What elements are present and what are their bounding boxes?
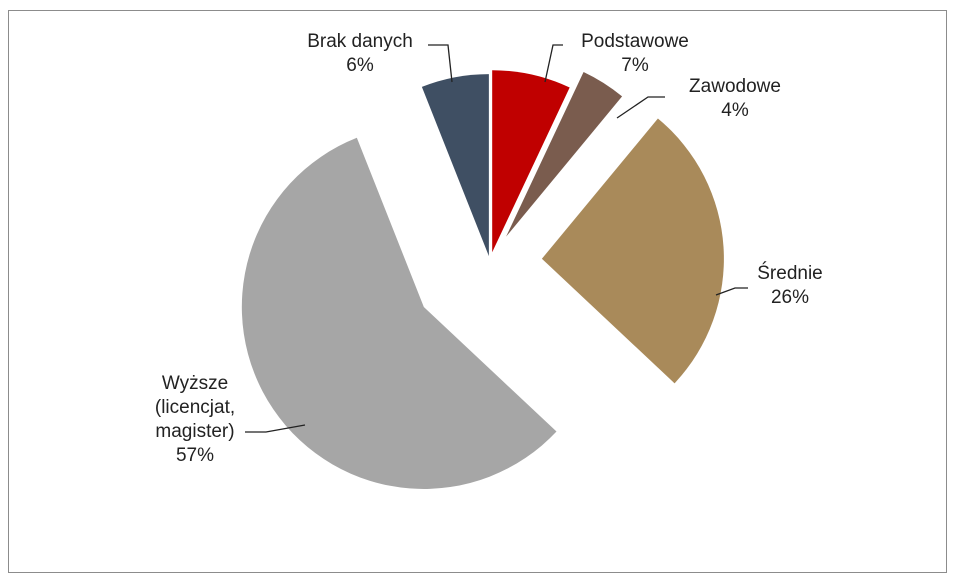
data-label: Średnie 26% (735, 262, 845, 310)
data-label: Brak danych 6% (285, 30, 435, 78)
leader-lines (245, 44, 748, 433)
leader-line (616, 96, 665, 119)
pie-slice (541, 118, 724, 384)
label-name: Wyższe (licencjat, magister) (154, 373, 236, 442)
pie-slice (241, 137, 557, 489)
pie-slice (492, 70, 570, 253)
data-label: Wyższe (licencjat, magister) 57% (135, 372, 255, 468)
pie-slice (421, 74, 489, 257)
label-name: Brak danych (307, 31, 413, 52)
label-value: 6% (346, 55, 374, 76)
leader-line (245, 424, 306, 433)
data-label: Podstawowe 7% (560, 30, 710, 78)
data-label: Zawodowe 4% (665, 75, 805, 123)
label-name: Podstawowe (581, 31, 689, 52)
leader-line (544, 44, 563, 83)
label-value: 57% (175, 445, 215, 466)
chart-frame (8, 10, 947, 573)
label-value: 26% (770, 287, 810, 308)
pie-slice (506, 71, 623, 237)
label-name: Średnie (757, 263, 823, 284)
leader-line (715, 287, 748, 296)
label-name: Zawodowe (689, 76, 781, 97)
label-value: 4% (721, 100, 749, 121)
label-value: 7% (621, 55, 649, 76)
leader-line (428, 44, 453, 83)
